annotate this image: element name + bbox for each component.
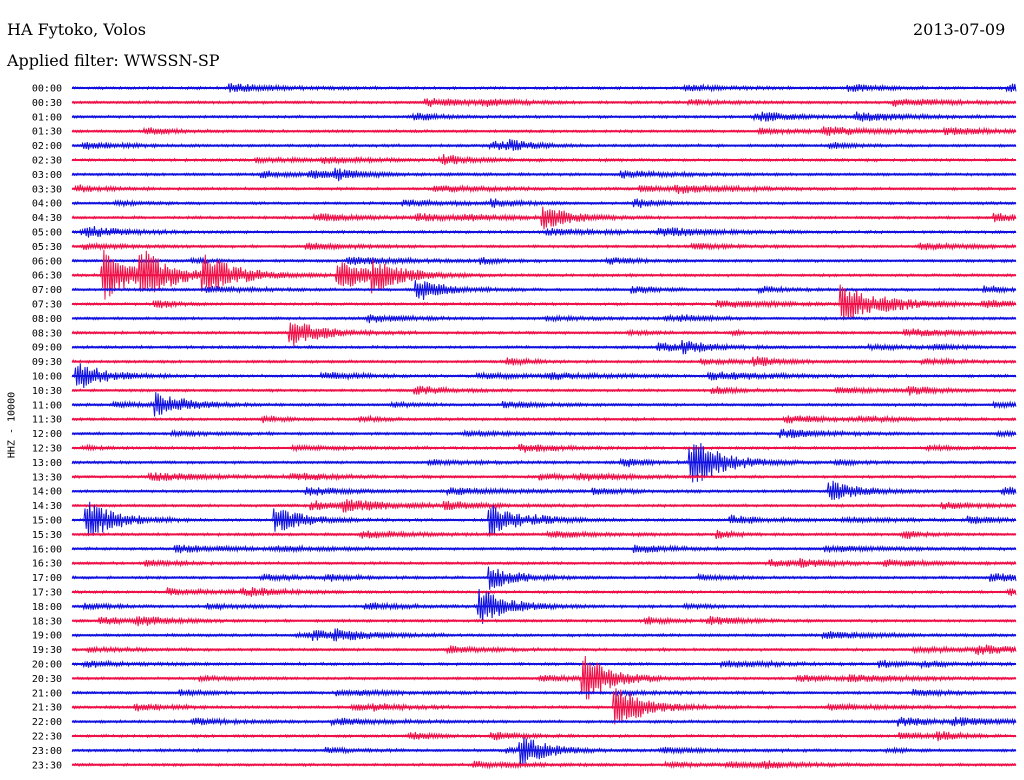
row-label: 09:00 [32,343,62,354]
row-label: 07:00 [32,285,62,296]
row-label: 03:00 [32,170,62,181]
row-label: 18:30 [32,616,62,627]
row-label: 22:00 [32,717,62,728]
trace-row [71,83,1017,93]
row-label: 01:00 [32,112,62,123]
row-label: 17:00 [32,573,62,584]
filter-label: Applied filter: WWSSN-SP [7,51,220,70]
row-label: 19:00 [32,631,62,642]
row-label: 05:30 [32,242,62,253]
row-label: 20:00 [32,660,62,671]
row-label: 23:30 [32,760,62,771]
row-label: 19:30 [32,645,62,656]
row-label: 10:30 [32,386,62,397]
row-label: 16:30 [32,559,62,570]
row-label: 23:00 [32,746,62,757]
row-label: 02:30 [32,156,62,167]
row-label: 04:00 [32,199,62,210]
row-label: 00:30 [32,98,62,109]
row-label: 01:30 [32,127,62,138]
row-label: 21:00 [32,688,62,699]
row-label: 06:00 [32,256,62,267]
row-label: 15:30 [32,530,62,541]
row-label: 06:30 [32,271,62,282]
row-label: 14:00 [32,487,62,498]
trace-row [71,322,1017,346]
row-label: 08:30 [32,328,62,339]
row-label: 17:30 [32,588,62,599]
row-label: 11:30 [32,415,62,426]
row-label: 02:00 [32,141,62,152]
row-label: 08:00 [32,314,62,325]
row-label: 15:00 [32,516,62,527]
row-label: 12:00 [32,429,62,440]
row-label: 21:30 [32,703,62,714]
row-label: 07:30 [32,300,62,311]
row-label: 00:00 [32,84,62,95]
row-label: 04:30 [32,213,62,224]
row-label: 11:00 [32,400,62,411]
station-title: HA Fytoko, Volos [7,20,146,39]
row-label: 16:00 [32,544,62,555]
row-label: 13:00 [32,458,62,469]
row-label: 05:00 [32,228,62,239]
trace-row [71,737,1017,766]
row-label: 12:30 [32,444,62,455]
date-label: 2013-07-09 [913,20,1006,39]
row-label: 14:30 [32,501,62,512]
row-label: 22:30 [32,732,62,743]
row-label: 20:30 [32,674,62,685]
row-label: 13:30 [32,472,62,483]
row-label: 18:00 [32,602,62,613]
row-label: 03:30 [32,184,62,195]
row-label: 10:00 [32,372,62,383]
row-label: 09:30 [32,357,62,368]
